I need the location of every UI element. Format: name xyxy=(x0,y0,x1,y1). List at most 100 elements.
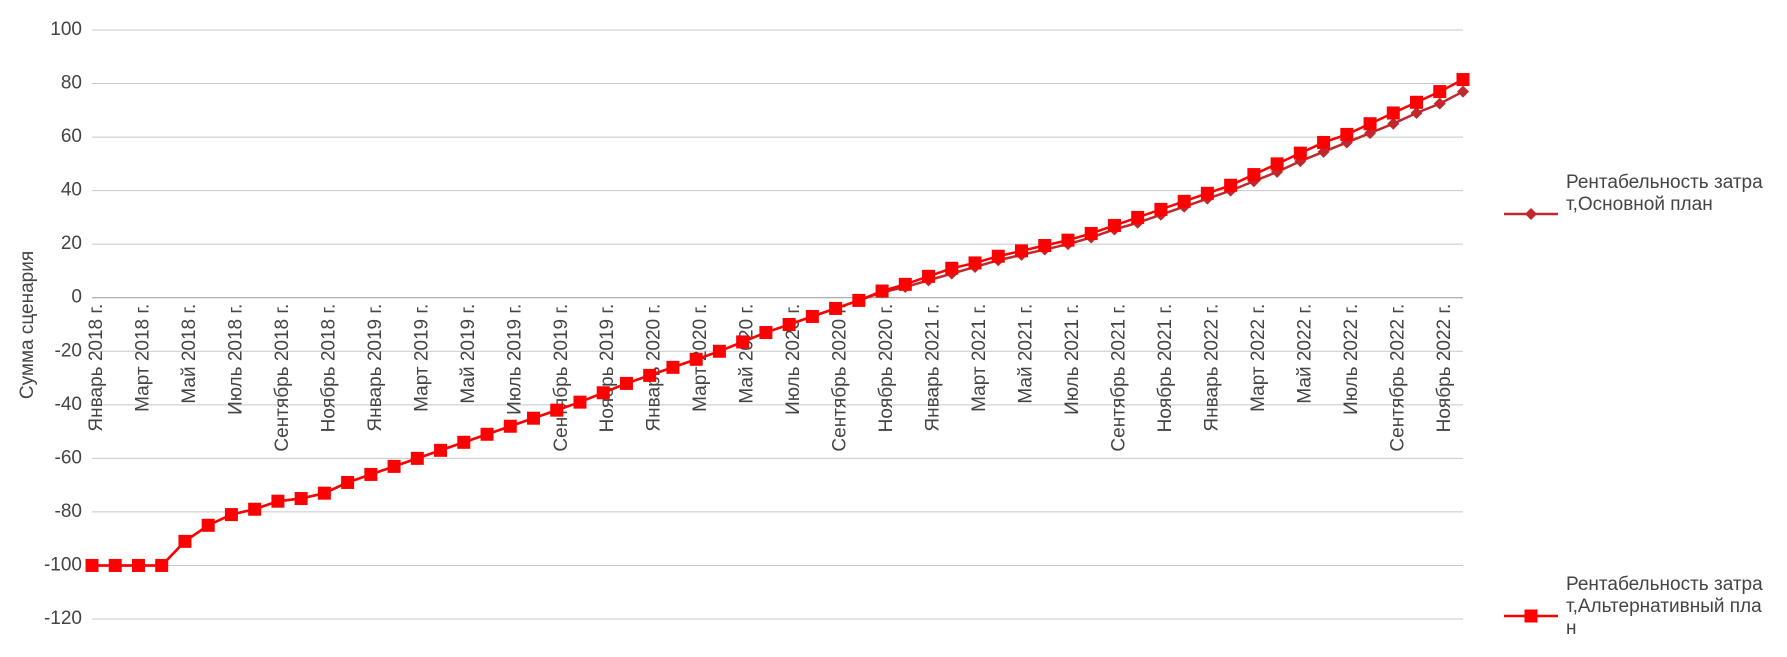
legend-marker xyxy=(1525,208,1537,220)
y-tick-label: 80 xyxy=(61,73,82,94)
data-point xyxy=(1270,157,1284,171)
data-point xyxy=(829,301,843,315)
x-tick-label: Июль 2020 г. xyxy=(783,304,804,415)
data-point xyxy=(619,376,633,390)
data-point xyxy=(852,293,866,307)
y-tick-label: -60 xyxy=(55,447,82,468)
data-point xyxy=(201,518,215,532)
data-point xyxy=(1038,239,1052,253)
y-tick-label: -40 xyxy=(55,394,82,415)
data-point xyxy=(1340,127,1354,141)
x-tick-label: Июль 2018 г. xyxy=(225,304,246,415)
x-tick-label: Март 2022 г. xyxy=(1248,304,1269,412)
data-point xyxy=(131,558,145,572)
data-point xyxy=(387,459,401,473)
x-tick-label: Сентябрь 2018 г. xyxy=(272,304,293,452)
x-tick-label: Июль 2019 г. xyxy=(504,304,525,415)
x-tick-label: Январь 2019 г. xyxy=(365,304,386,432)
data-point xyxy=(666,360,680,374)
x-tick-label: Январь 2021 г. xyxy=(923,304,944,432)
x-tick-label: Январь 2018 г. xyxy=(86,304,107,432)
data-point xyxy=(573,395,587,409)
data-point xyxy=(1131,210,1145,224)
y-tick-label: -120 xyxy=(44,608,82,629)
x-tick-label: Ноябрь 2019 г. xyxy=(597,304,618,433)
data-point xyxy=(155,558,169,572)
y-tick-label: 20 xyxy=(61,233,82,254)
y-tick-label: -80 xyxy=(55,501,82,522)
data-point xyxy=(736,335,750,349)
data-point xyxy=(1084,226,1098,240)
y-tick-label: -100 xyxy=(44,554,82,575)
data-point xyxy=(643,368,657,382)
data-point xyxy=(434,443,448,457)
data-point xyxy=(1177,194,1191,208)
y-tick-label: 40 xyxy=(61,180,82,201)
x-tick-label: Январь 2020 г. xyxy=(644,304,665,432)
data-point xyxy=(1363,117,1377,131)
data-point xyxy=(503,419,517,433)
data-point xyxy=(991,249,1005,263)
x-tick-label: Сентябрь 2022 г. xyxy=(1387,304,1408,452)
x-tick-label: Сентябрь 2020 г. xyxy=(830,304,851,452)
y-tick-label: 0 xyxy=(71,287,82,308)
data-point xyxy=(759,326,773,340)
data-point xyxy=(712,344,726,358)
y-tick-label: 100 xyxy=(50,19,82,40)
x-tick-label: Май 2019 г. xyxy=(458,304,479,404)
data-point xyxy=(1154,202,1168,216)
data-point xyxy=(1433,85,1447,99)
data-point xyxy=(875,284,889,298)
x-tick-label: Март 2018 г. xyxy=(132,304,153,412)
x-tick-label: Ноябрь 2018 г. xyxy=(318,304,339,433)
x-tick-label: Май 2021 г. xyxy=(1016,304,1037,404)
data-point xyxy=(271,494,285,508)
data-point xyxy=(1386,106,1400,120)
legend-marker xyxy=(1524,609,1538,623)
data-point xyxy=(527,411,541,425)
data-point xyxy=(294,492,308,506)
data-point xyxy=(317,486,331,500)
data-point xyxy=(1293,146,1307,160)
data-point xyxy=(410,451,424,465)
data-point xyxy=(1433,97,1446,110)
y-axis-title: Сумма сценария xyxy=(17,251,38,399)
x-tick-label: Январь 2022 г. xyxy=(1201,304,1222,432)
data-point xyxy=(224,508,238,522)
x-tick-label: Март 2019 г. xyxy=(411,304,432,412)
data-point xyxy=(248,502,262,516)
data-point xyxy=(1387,117,1400,130)
data-point xyxy=(178,534,192,548)
y-tick-label: -20 xyxy=(55,340,82,361)
data-point xyxy=(968,256,982,270)
data-point xyxy=(805,309,819,323)
legend-label: Рентабельность затрат,Альтернативный пла… xyxy=(1566,574,1763,639)
data-point xyxy=(922,269,936,283)
data-point xyxy=(1410,106,1423,119)
y-tick-label: 60 xyxy=(61,126,82,147)
data-point xyxy=(457,435,471,449)
data-point xyxy=(1317,135,1331,149)
data-point xyxy=(1107,218,1121,232)
x-tick-label: Май 2020 г. xyxy=(737,304,758,404)
x-tick-label: Сентябрь 2021 г. xyxy=(1108,304,1129,452)
x-tick-label: Ноябрь 2021 г. xyxy=(1155,304,1176,433)
data-point xyxy=(85,558,99,572)
data-point xyxy=(1457,85,1469,98)
data-point xyxy=(596,386,610,400)
x-tick-label: Март 2021 г. xyxy=(969,304,990,412)
x-tick-label: Июль 2021 г. xyxy=(1062,304,1083,415)
x-tick-label: Май 2018 г. xyxy=(179,304,200,404)
data-point xyxy=(1247,168,1261,182)
data-point xyxy=(1200,186,1214,200)
legend-label: Рентабельность затрат,Основной план xyxy=(1566,172,1763,215)
data-point xyxy=(480,427,494,441)
data-point xyxy=(341,475,355,489)
data-point xyxy=(550,403,564,417)
data-point xyxy=(1224,178,1238,192)
data-point xyxy=(898,277,912,291)
data-point xyxy=(689,352,703,366)
data-point xyxy=(1014,244,1028,258)
